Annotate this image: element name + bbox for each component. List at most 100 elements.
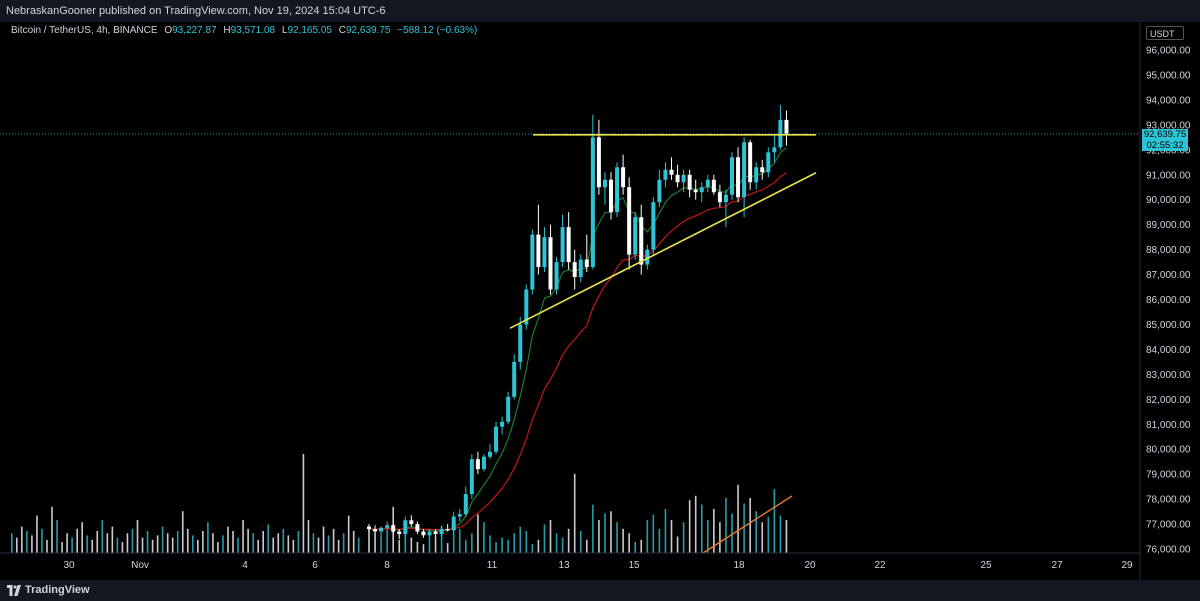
candle-body [615,167,620,213]
candle-body [512,361,517,397]
volume-bar [561,537,564,553]
volume-bar [761,522,764,553]
time-tick-label: 18 [733,560,745,571]
price-tick-label: 91,000.00 [1146,170,1191,181]
volume-bar [357,537,360,553]
currency-selector[interactable]: USDT [1146,26,1184,40]
volume-bar [141,537,144,553]
time-tick-label: 4 [242,560,248,571]
candle-body [748,142,753,183]
footer-bar: TradingView [0,580,1200,601]
volume-bar [31,535,33,553]
candle-body [699,187,704,193]
moving-averages [368,147,787,532]
low-label: L [281,25,288,36]
volume-bar [652,514,655,553]
volume-bar [531,544,534,553]
candle-body [439,529,444,535]
volume-bar [232,531,234,553]
tradingview-brand[interactable]: TradingView [25,584,90,596]
volume-bar [495,542,497,553]
candle-body [379,527,384,532]
ascending-trendline [509,172,817,329]
volume-bar [628,533,630,553]
price-chart[interactable]: 96,000.0095,000.0094,000.0093,000.0092,0… [0,22,1200,580]
volume-bar [434,536,437,553]
volume-bar [36,515,38,553]
candle-body [784,119,789,134]
time-tick-label: 22 [874,560,886,571]
candle-body [766,152,771,173]
volume-bar [452,520,455,553]
volume-bar [181,511,184,553]
price-tick-label: 79,000.00 [1146,470,1191,481]
time-tick-label: 25 [980,560,992,571]
candle-body [500,421,505,427]
time-tick-label: 20 [804,560,816,571]
volume-bar [16,537,18,553]
price-axis[interactable]: 96,000.0095,000.0094,000.0093,000.0092,0… [1146,46,1191,556]
time-tick-label: Nov [131,560,149,571]
ohlc-legend: Bitcoin / TetherUS, 4h, BINANCE O93,227.… [11,25,477,36]
volume-bar [262,531,264,553]
volume-bar [598,520,600,553]
candle-body [675,174,680,183]
volume-bar [101,520,104,553]
candle-body [711,179,716,193]
price-tick-label: 81,000.00 [1146,420,1191,431]
candle-body [736,157,741,198]
candle-body [385,525,390,528]
price-tick-label: 84,000.00 [1146,345,1191,356]
volume-bar [332,528,335,553]
volume-bar [749,498,751,553]
candle-body [481,456,486,470]
volume-bar [207,522,209,553]
volume-bar [489,535,491,553]
candle-body [518,324,523,362]
volume-bar [743,503,745,553]
volume-bar [616,522,618,553]
candle-body [463,494,468,515]
bar-countdown: 02:55:32 [1146,140,1184,151]
time-axis[interactable]: 30 Nov 4 6 8 11 13 15 18 20 22 25 27 29 [63,560,1133,571]
volume-bar [252,533,254,553]
volume-bar [416,542,419,553]
volume-bar [186,528,189,553]
volume-bar [202,531,204,553]
symbol-label[interactable]: Bitcoin / TetherUS, 4h, BINANCE [11,25,158,36]
volume-bar [785,520,788,553]
volume-bar [347,515,350,553]
price-tick-label: 78,000.00 [1146,495,1191,506]
ema-fast-line [368,147,787,532]
publisher-header: NebraskanGooner published on TradingView… [0,0,1200,22]
volume-bar [71,537,73,553]
candle-body [403,520,408,535]
volume-bar [658,528,661,553]
volume-bar [767,516,770,553]
candle-body [742,142,747,198]
volume-bar [664,509,667,553]
price-tick-label: 80,000.00 [1146,445,1191,456]
candle-body [602,179,607,188]
volume-bar [287,535,290,553]
candle-body [488,451,492,457]
time-tick-label: 8 [384,560,390,571]
candlesticks [367,104,789,540]
volume-bar [507,539,509,553]
volume-bar [111,526,114,553]
volume-bar [41,528,43,553]
volume-bar [731,513,733,553]
volume-bar [586,539,588,553]
price-tick-label: 87,000.00 [1146,270,1191,281]
candle-body [554,262,559,290]
volume-bar [151,539,154,553]
volume-bar [410,537,413,553]
volume-bar [640,539,643,553]
volume-bar [352,531,355,553]
volume-bar [465,539,467,553]
volume-bar [622,528,624,553]
volume-bar [374,533,376,553]
volume-bar [428,533,431,553]
tradingview-logo-icon [7,585,21,596]
volume-trendline [702,495,793,554]
